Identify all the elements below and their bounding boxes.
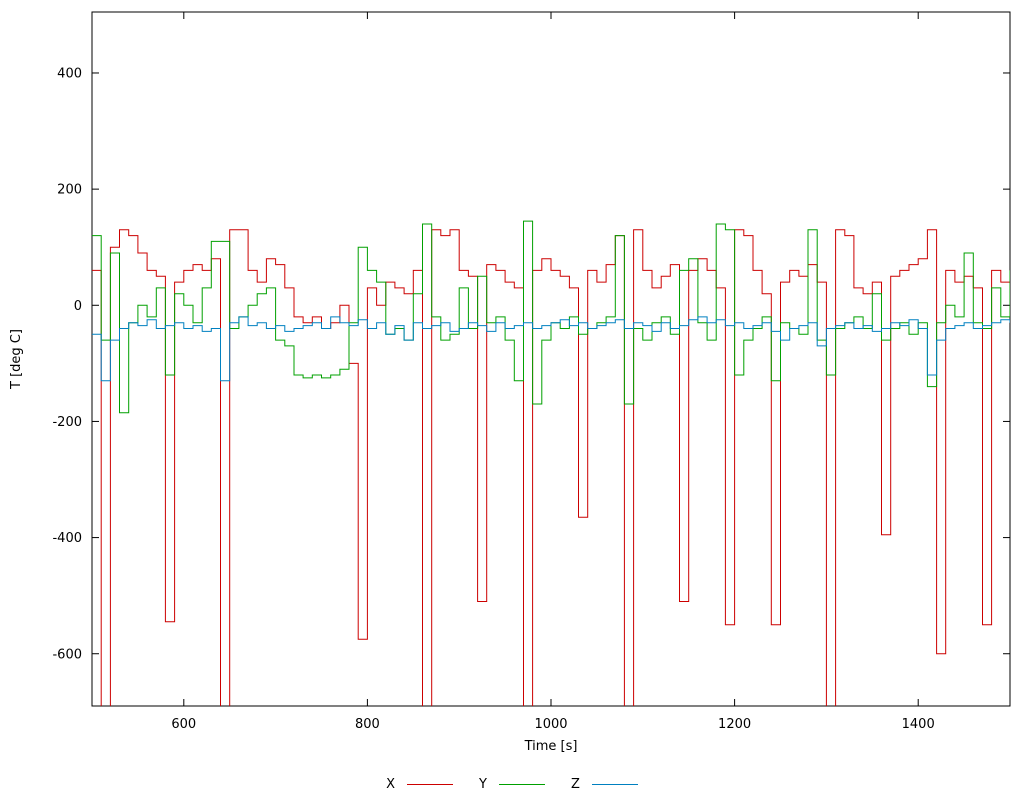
legend-line-sample-x xyxy=(407,784,454,785)
x-tick-label: 600 xyxy=(171,717,196,732)
x-tick-label: 1000 xyxy=(534,717,567,732)
chart-legend: X Y Z xyxy=(0,777,1024,792)
y-tick-label: 200 xyxy=(57,183,82,198)
legend-label-y: Y xyxy=(479,777,487,792)
legend-line-sample-y xyxy=(498,784,545,785)
legend-item-x: X xyxy=(386,777,454,792)
series-z-line xyxy=(92,316,1010,382)
y-axis-label: T [deg C] xyxy=(9,329,24,390)
x-tick-label: 1200 xyxy=(718,717,751,732)
plot-canvas: 600 800 1000 1200 1400 -600 -400 -200 0 200 400 Tim… xyxy=(9,11,1011,754)
legend-label-z: Z xyxy=(570,777,580,792)
y-tick-label: 400 xyxy=(57,67,82,82)
series-x-line xyxy=(92,229,1010,706)
series-group xyxy=(92,220,1010,706)
y-tick-label: -400 xyxy=(52,531,82,546)
legend-item-y: Y xyxy=(479,777,545,792)
y-tick-label: 0 xyxy=(74,299,82,314)
x-tick-label: 1400 xyxy=(902,717,935,732)
y-tick-label: -200 xyxy=(52,415,82,430)
x-tick-label: 800 xyxy=(355,717,380,732)
legend-label-x: X xyxy=(386,777,396,792)
legend-line-sample-z xyxy=(591,784,638,785)
legend-item-z: Z xyxy=(571,777,638,792)
y-tick-label: -600 xyxy=(52,647,82,662)
x-axis-label: Time [s] xyxy=(524,739,578,754)
